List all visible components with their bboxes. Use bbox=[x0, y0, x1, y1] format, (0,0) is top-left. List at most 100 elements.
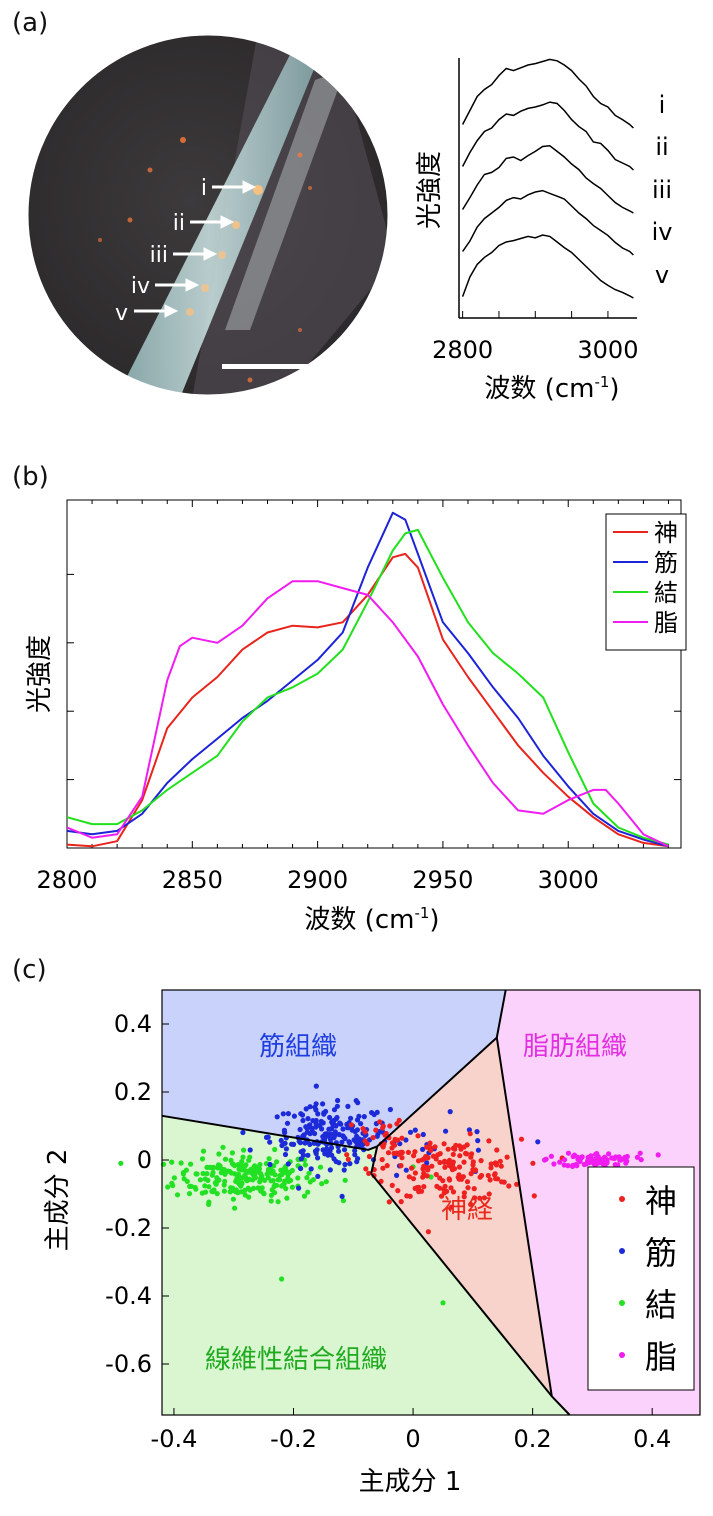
c-point-神 bbox=[477, 1195, 483, 1201]
c-y-tick-label: 0 bbox=[137, 1146, 152, 1174]
c-boundary-line bbox=[370, 1172, 553, 1397]
c-point-筋 bbox=[300, 1133, 306, 1139]
c-legend-label-結: 結 bbox=[645, 1286, 677, 1324]
c-point-神 bbox=[399, 1155, 405, 1161]
c-point-筋 bbox=[360, 1141, 366, 1147]
a-series-label-i: i bbox=[659, 91, 666, 119]
c-point-筋 bbox=[330, 1132, 336, 1138]
c-point-結 bbox=[275, 1199, 281, 1205]
c-point-神 bbox=[406, 1174, 412, 1180]
c-point-結 bbox=[270, 1178, 276, 1184]
c-point-結 bbox=[183, 1167, 189, 1173]
c-point-結 bbox=[310, 1177, 316, 1183]
c-point-筋 bbox=[313, 1150, 319, 1157]
c-point-結 bbox=[317, 1164, 324, 1170]
c-point-神 bbox=[453, 1142, 459, 1148]
c-point-脂 bbox=[611, 1155, 618, 1161]
arrow-label-ii: ii bbox=[173, 211, 185, 236]
b-xlabel: 波数 (cm-1) bbox=[304, 904, 439, 935]
c-point-筋 bbox=[346, 1139, 352, 1145]
c-point-脂 bbox=[634, 1154, 641, 1160]
c-point-結 bbox=[254, 1166, 260, 1172]
c-point-神 bbox=[437, 1175, 443, 1181]
c-point-結 bbox=[296, 1164, 302, 1170]
c-point-筋 bbox=[307, 1141, 313, 1147]
c-point-筋 bbox=[333, 1116, 339, 1122]
c-point-神 bbox=[381, 1141, 387, 1147]
c-point-筋 bbox=[267, 1139, 273, 1145]
c-point-結 bbox=[242, 1164, 248, 1170]
c-point-結 bbox=[170, 1182, 176, 1189]
c-point-神 bbox=[420, 1174, 426, 1180]
c-point-神 bbox=[391, 1150, 397, 1156]
c-point-脂 bbox=[613, 1154, 619, 1160]
b-x-tick-label: 2850 bbox=[162, 866, 223, 894]
c-point-結 bbox=[270, 1168, 276, 1174]
c-point-結 bbox=[236, 1166, 242, 1172]
c-x-tick-label: -0.2 bbox=[270, 1425, 317, 1453]
c-point-結 bbox=[169, 1180, 175, 1186]
c-point-神 bbox=[416, 1189, 422, 1195]
c-point-結 bbox=[192, 1184, 198, 1191]
c-point-結 bbox=[295, 1163, 301, 1169]
c-point-筋 bbox=[325, 1152, 331, 1158]
c-point-神 bbox=[446, 1162, 452, 1168]
c-point-筋 bbox=[387, 1106, 393, 1113]
c-point-神 bbox=[531, 1193, 537, 1199]
c-point-脂 bbox=[618, 1157, 624, 1163]
c-point-筋 bbox=[335, 1097, 341, 1104]
c-point-筋 bbox=[360, 1137, 366, 1143]
c-point-脂 bbox=[606, 1151, 612, 1157]
c-point-筋 bbox=[313, 1117, 319, 1124]
c-point-結 bbox=[222, 1169, 228, 1175]
arrow-v bbox=[134, 304, 179, 318]
c-point-筋 bbox=[326, 1133, 332, 1139]
c-point-神 bbox=[392, 1136, 398, 1142]
c-y-tick-label: -0.2 bbox=[105, 1214, 152, 1242]
c-point-神 bbox=[366, 1170, 372, 1176]
c-point-脂 bbox=[596, 1156, 602, 1162]
c-point-筋 bbox=[362, 1132, 368, 1138]
c-point-神 bbox=[469, 1151, 475, 1157]
c-point-筋 bbox=[298, 1165, 304, 1172]
c-point-神 bbox=[518, 1136, 525, 1142]
c-point-神 bbox=[460, 1174, 466, 1180]
c-point-神 bbox=[493, 1162, 500, 1168]
c-point-結 bbox=[287, 1159, 293, 1165]
c-point-結 bbox=[301, 1157, 307, 1163]
c-point-神 bbox=[491, 1172, 498, 1178]
c-point-筋 bbox=[289, 1141, 295, 1147]
c-point-結 bbox=[239, 1163, 245, 1169]
c-point-脂 bbox=[548, 1153, 555, 1159]
c-point-脂 bbox=[557, 1159, 563, 1165]
c-point-筋 bbox=[319, 1139, 325, 1145]
c-point-神 bbox=[378, 1178, 384, 1184]
c-point-筋 bbox=[265, 1134, 271, 1140]
c-point-結 bbox=[265, 1166, 272, 1172]
c-point-結 bbox=[253, 1165, 260, 1171]
c-point-結 bbox=[229, 1161, 235, 1167]
c-point-脂 bbox=[604, 1160, 610, 1166]
c-point-結 bbox=[219, 1167, 225, 1173]
c-point-筋 bbox=[333, 1140, 339, 1146]
b-x-tick-label: 2950 bbox=[412, 866, 473, 894]
c-point-結 bbox=[193, 1171, 199, 1177]
c-point-神 bbox=[421, 1170, 427, 1176]
c-point-神 bbox=[378, 1141, 384, 1147]
c-point-神 bbox=[448, 1164, 454, 1170]
c-point-脂 bbox=[570, 1153, 576, 1160]
arrow-iii bbox=[173, 247, 218, 261]
c-region-label: 線維性結合組織 bbox=[205, 1345, 387, 1375]
c-point-結 bbox=[248, 1166, 254, 1172]
c-point-結 bbox=[232, 1171, 238, 1177]
c-point-結 bbox=[246, 1176, 252, 1182]
c-point-神 bbox=[445, 1146, 451, 1152]
c-point-神 bbox=[371, 1167, 377, 1173]
c-ylabel: 主成分 2 bbox=[43, 1149, 73, 1252]
c-point-神 bbox=[409, 1165, 415, 1171]
c-point-筋 bbox=[327, 1148, 333, 1154]
c-y-tick-label: -0.6 bbox=[105, 1350, 152, 1378]
